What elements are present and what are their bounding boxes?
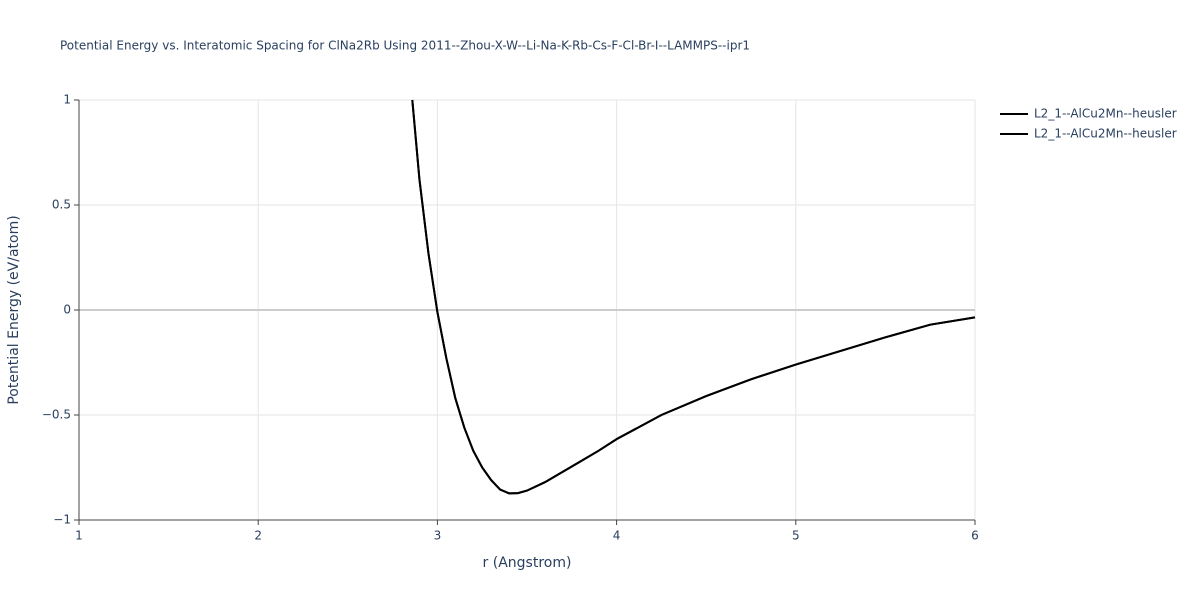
legend: L2_1--AlCu2Mn--heusler L2_1--AlCu2Mn--heu… (1000, 107, 1177, 141)
y-axis-title: Potential Energy (eV/atom) (6, 215, 22, 404)
x-tick-label: 2 (254, 529, 262, 543)
grid: 1 2 3 4 5 6 −1 −0.5 0 0.5 1 (42, 93, 979, 543)
x-tick-label: 4 (613, 529, 621, 543)
chart-title: Potential Energy vs. Interatomic Spacing… (60, 39, 750, 53)
legend-label: L2_1--AlCu2Mn--heusler (1034, 107, 1177, 121)
y-tick-label: 1 (63, 93, 71, 107)
x-tick-label: 1 (75, 529, 83, 543)
plot (411, 99, 976, 495)
x-tick-label: 3 (434, 529, 442, 543)
y-tick-label: 0.5 (52, 198, 71, 212)
y-tick-label: −0.5 (42, 408, 71, 422)
line (411, 99, 976, 495)
x-tick-label: 5 (792, 529, 800, 543)
legend-label: L2_1--AlCu2Mn--heusler (1034, 127, 1177, 141)
y-tick-label: 0 (63, 303, 71, 317)
line (411, 99, 976, 495)
x-tick-label: 6 (971, 529, 979, 543)
y-tick-label: −1 (53, 513, 71, 527)
x-axis-title: r (Angstrom) (483, 555, 572, 571)
